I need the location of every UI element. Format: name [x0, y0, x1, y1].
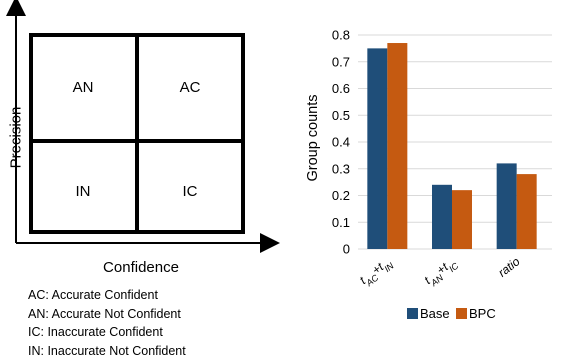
legend-label-bpc: BPC	[469, 306, 496, 321]
legend-label-base: Base	[420, 306, 450, 321]
bar-bpc	[387, 43, 408, 250]
x-tick-label: tAN+tIC	[421, 254, 460, 290]
quadrant-ac-label: AC	[179, 79, 201, 96]
definition-ac: AC: Accurate Confident	[28, 288, 158, 302]
y-tick-label: 0.6	[332, 81, 350, 96]
legend-swatch-bpc	[456, 308, 467, 319]
quadrant-an-label: AN	[72, 79, 94, 96]
quadrant-in-label: IN	[75, 183, 91, 200]
legend-swatch-base	[407, 308, 418, 319]
definition-an: AN: Accurate Not Confident	[28, 306, 181, 321]
definition-in: IN: Inaccurate Not Confident	[28, 343, 186, 358]
x-tick-label: tAC+tIN	[357, 254, 396, 290]
y-tick-label: 0.2	[332, 188, 350, 203]
bar-bpc	[452, 190, 472, 249]
y-tick-label: 0	[343, 242, 350, 257]
x-tick-label: ratio	[495, 254, 522, 280]
quadrant-definitions: AC: Accurate Confident AN: Accurate Not …	[28, 286, 186, 360]
y-tick-label: 0.8	[332, 28, 350, 43]
quadrant-diagram	[6, 0, 280, 253]
bar-chart: 0 0.1 0.2 0.3 0.4 0.5 0.6 0.7 0.8 Group counts tAC…	[305, 28, 552, 321]
bar-base	[367, 48, 388, 249]
y-axis-label: Group counts	[305, 94, 321, 181]
precision-axis-label: Precision	[7, 106, 25, 169]
y-tick-label: 0.4	[332, 135, 350, 150]
definition-ic: IC: Inaccurate Confident	[28, 325, 163, 339]
quadrant-ic-label: IC	[182, 183, 198, 200]
bar-base	[496, 163, 517, 249]
bar-bpc	[516, 174, 537, 249]
y-tick-label: 0.3	[332, 161, 350, 176]
confidence-axis-label: Confidence	[103, 259, 179, 276]
y-tick-label: 0.5	[332, 108, 350, 123]
y-tick-label: 0.7	[332, 54, 350, 69]
bar-base	[432, 184, 452, 249]
y-tick-label: 0.1	[332, 215, 350, 230]
